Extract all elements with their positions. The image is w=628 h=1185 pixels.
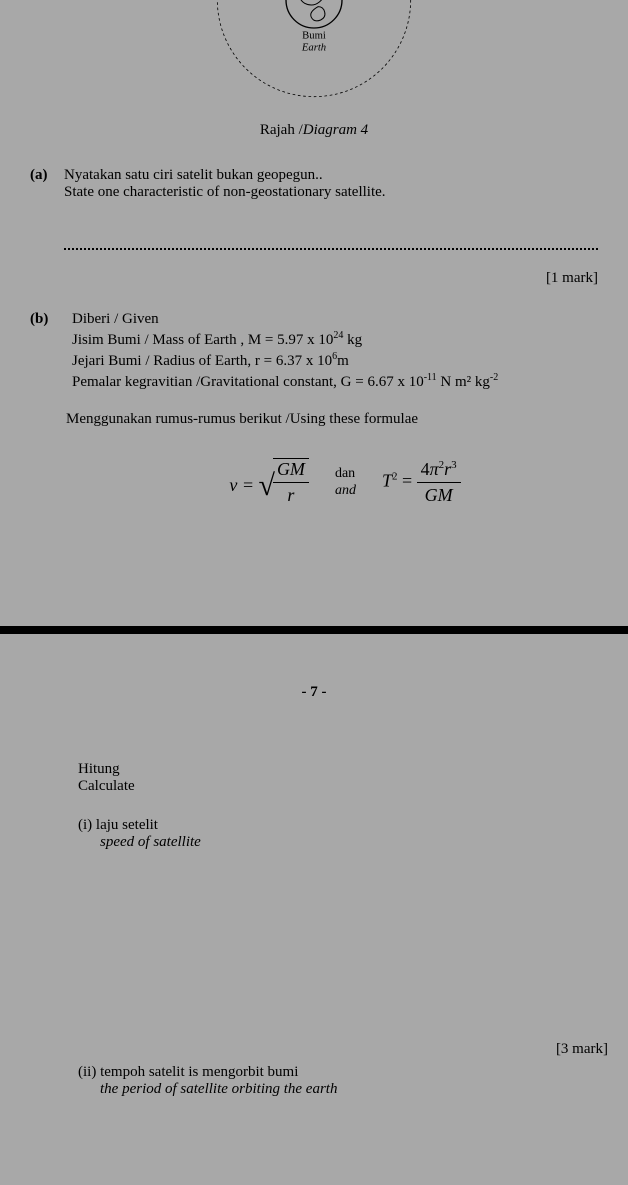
caption-italic: Diagram 4 — [303, 122, 368, 138]
part-b-label: (b) — [30, 311, 64, 328]
sub-q-ii-label: (ii) tempoh satelit is mengorbit bumi — [78, 1064, 598, 1081]
sub-q-ii: (ii) tempoh satelit is mengorbit bumi th… — [78, 1064, 598, 1098]
formula-v: v = √ GM r — [229, 458, 309, 506]
calculate-ms: Hitung — [78, 761, 598, 778]
radius-line: Jejari Bumi / Radius of Earth, r = 6.37 … — [72, 351, 598, 370]
part-a-label: (a) — [30, 167, 64, 184]
earth-label-ms: Bumi — [302, 31, 326, 42]
diagram-caption: Rajah /Diagram 4 — [260, 122, 368, 139]
orbit-diagram: Bumi Earth Rajah /Diagram 4 — [30, 0, 598, 139]
part-a-mark: [1 mark] — [30, 270, 598, 287]
grav-line: Pemalar kegravitian /Gravitational const… — [72, 372, 598, 391]
using-line: Menggunakan rumus-rumus berikut /Using t… — [66, 411, 598, 428]
sub-q-i-mark: [3 mark] — [78, 1041, 608, 1058]
calculate-en: Calculate — [78, 778, 598, 795]
part-a-ms: Nyatakan satu ciri satelit bukan geopegu… — [64, 167, 598, 184]
part-b: (b) Diberi / Given Jisim Bumi / Mass of … — [30, 311, 598, 596]
caption-prefix: Rajah / — [260, 122, 303, 138]
earth-label-en: Earth — [301, 43, 326, 54]
sub-q-i-en: speed of satellite — [100, 834, 598, 851]
and-connector: dan and — [335, 465, 356, 500]
part-a-en: State one characteristic of non-geostati… — [64, 184, 598, 201]
formulae: v = √ GM r dan and — [92, 458, 598, 506]
diagram-svg: Bumi Earth — [164, 0, 464, 100]
answer-line — [64, 247, 598, 250]
part-a: (a) Nyatakan satu ciri satelit bukan geo… — [30, 167, 598, 201]
page-divider — [0, 626, 628, 634]
sub-q-ii-en: the period of satellite orbiting the ear… — [100, 1081, 598, 1098]
formula-T: T2 = 4π2r3 GM — [382, 459, 461, 506]
given-heading: Diberi / Given — [72, 311, 598, 328]
sub-q-i: (i) laju setelit speed of satellite — [78, 817, 598, 851]
page-number: - 7 - — [30, 684, 598, 701]
workspace-gap — [78, 851, 598, 1021]
mass-line: Jisim Bumi / Mass of Earth , M = 5.97 x … — [72, 330, 598, 349]
sub-q-i-label: (i) laju setelit — [78, 817, 598, 834]
